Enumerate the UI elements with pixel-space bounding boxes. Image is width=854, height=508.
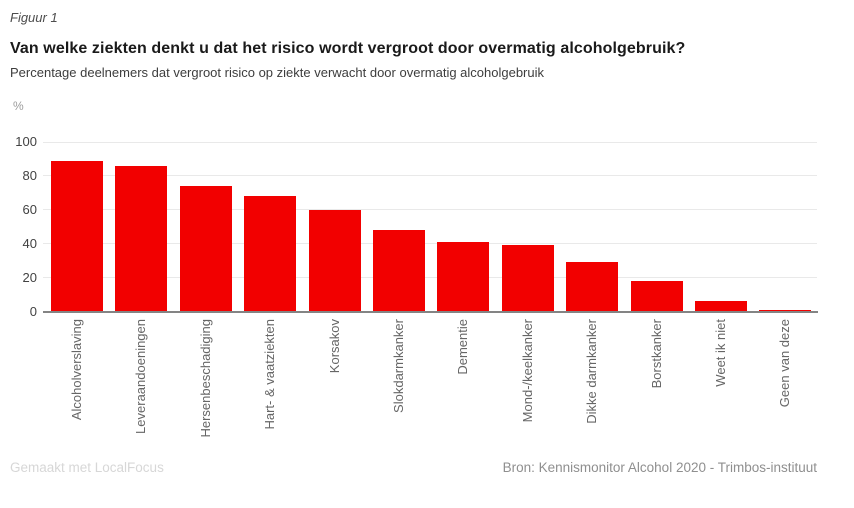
x-axis-category-label: Korsakov (326, 319, 342, 374)
bar[interactable] (630, 280, 683, 312)
gridline (43, 243, 817, 245)
figure-label: Figuur 1 (10, 10, 58, 25)
bar[interactable] (566, 262, 619, 312)
y-axis-tick-label: 100 (15, 134, 37, 149)
x-axis-category-label: Hart- & vaatziekten (262, 319, 278, 430)
y-axis-tick-label: 40 (22, 235, 37, 251)
bar[interactable] (373, 230, 425, 312)
y-axis-tick-label: 0 (29, 303, 37, 319)
bar[interactable] (179, 186, 232, 312)
x-axis-category-label: Slokdarmkanker (391, 319, 406, 413)
x-axis-category-label: Mond-/keelkanker (519, 319, 535, 423)
chart-subtitle: Percentage deelnemers dat vergroot risic… (10, 65, 545, 80)
footer-source: Bron: Kennismonitor Alcohol 2020 - Trimb… (502, 460, 817, 475)
footer-credit: Gemaakt met LocalFocus (10, 460, 164, 475)
x-axis-category-label: Borstkanker (648, 319, 664, 389)
gridline (43, 277, 817, 279)
x-axis-baseline (43, 310, 818, 313)
x-axis-category-label: Alcoholverslaving (69, 319, 84, 421)
bar[interactable] (695, 301, 747, 312)
gridline (43, 175, 817, 177)
bar[interactable] (501, 245, 554, 312)
bar[interactable] (437, 242, 490, 312)
x-axis-category-label: Leveraandoeningen (133, 319, 149, 434)
x-axis-category-label: Dementie (455, 319, 471, 375)
x-axis-category-label: Hersenbeschadiging (197, 319, 213, 438)
bar[interactable] (51, 160, 103, 312)
gridline (43, 209, 817, 211)
bar[interactable] (308, 209, 361, 312)
y-axis-tick-label: 60 (22, 201, 37, 217)
y-axis-tick-label: 80 (22, 167, 37, 183)
x-axis-category-label: Geen van deze (777, 319, 793, 408)
chart-title: Van welke ziekten denkt u dat het risico… (10, 40, 686, 57)
y-axis-tick-label: 20 (22, 269, 37, 285)
bar[interactable] (244, 196, 297, 312)
y-axis-unit-label: % (13, 99, 24, 113)
gridline (43, 141, 817, 143)
bar[interactable] (115, 165, 168, 312)
x-axis-category-label: Dikke darmkanker (584, 319, 600, 424)
x-axis-category-label: Weet ik niet (713, 319, 728, 387)
